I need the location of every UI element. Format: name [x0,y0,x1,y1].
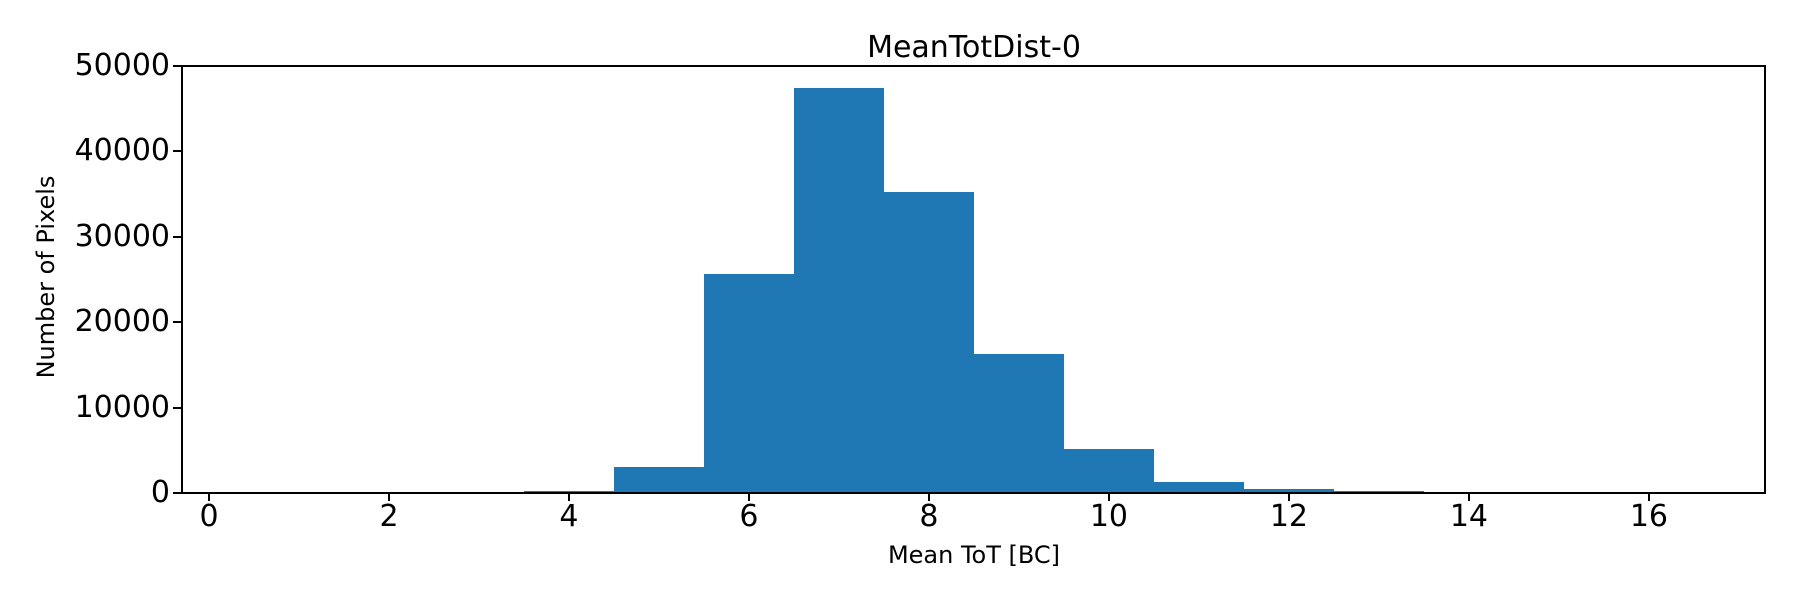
x-tick-label-12: 12 [1269,499,1309,534]
x-tick-label-16: 16 [1629,499,1668,534]
y-tick-label-20000: 20000 [74,304,170,340]
x-tick-mark-14 [1467,493,1470,501]
x-axis-label: Mean ToT [BC] [887,541,1061,569]
x-tick-label-14: 14 [1449,499,1488,534]
histogram-bar-bin-6 [703,273,794,493]
x-tick-mark-2 [387,493,390,501]
histogram-bar-bin-12 [1243,488,1334,493]
histogram-bar-bin-9 [973,353,1064,493]
histogram-bar-bin-11 [1153,481,1244,493]
histogram-bar-bin-10 [1063,449,1154,493]
y-tick-label-10000: 10000 [74,389,170,425]
y-tick-mark-30000 [173,235,181,238]
y-tick-label-30000: 30000 [74,218,170,254]
y-tick-label-50000: 50000 [74,48,170,83]
x-tick-mark-12 [1287,493,1290,501]
y-tick-label-40000: 40000 [74,133,170,169]
y-tick-mark-50000 [173,65,181,67]
x-tick-label-4: 4 [559,499,579,534]
y-axis-label: Number of Pixels [32,175,60,379]
y-tick-label-0: 0 [150,475,170,510]
x-tick-label-6: 6 [739,499,759,534]
chart-title: MeanTotDist-0 [867,30,1081,65]
x-tick-mark-0 [207,493,210,501]
x-tick-label-10: 10 [1089,499,1129,534]
x-tick-mark-6 [747,493,750,501]
y-tick-mark-0 [173,492,181,494]
histogram-bar-bin-13 [1333,491,1424,493]
x-tick-mark-8 [927,493,930,501]
x-tick-mark-4 [567,493,570,501]
x-tick-label-8: 8 [919,499,939,534]
x-tick-mark-16 [1647,493,1650,501]
y-tick-mark-40000 [173,150,181,153]
histogram-bar-bin-5 [613,466,704,493]
histogram-bar-bin-8 [883,192,974,493]
histogram-bar-bin-7 [793,88,884,493]
y-tick-mark-10000 [173,406,181,409]
y-tick-mark-20000 [173,321,181,324]
x-tick-label-2: 2 [379,499,399,534]
x-tick-mark-10 [1107,493,1110,501]
x-tick-label-0: 0 [199,499,219,534]
